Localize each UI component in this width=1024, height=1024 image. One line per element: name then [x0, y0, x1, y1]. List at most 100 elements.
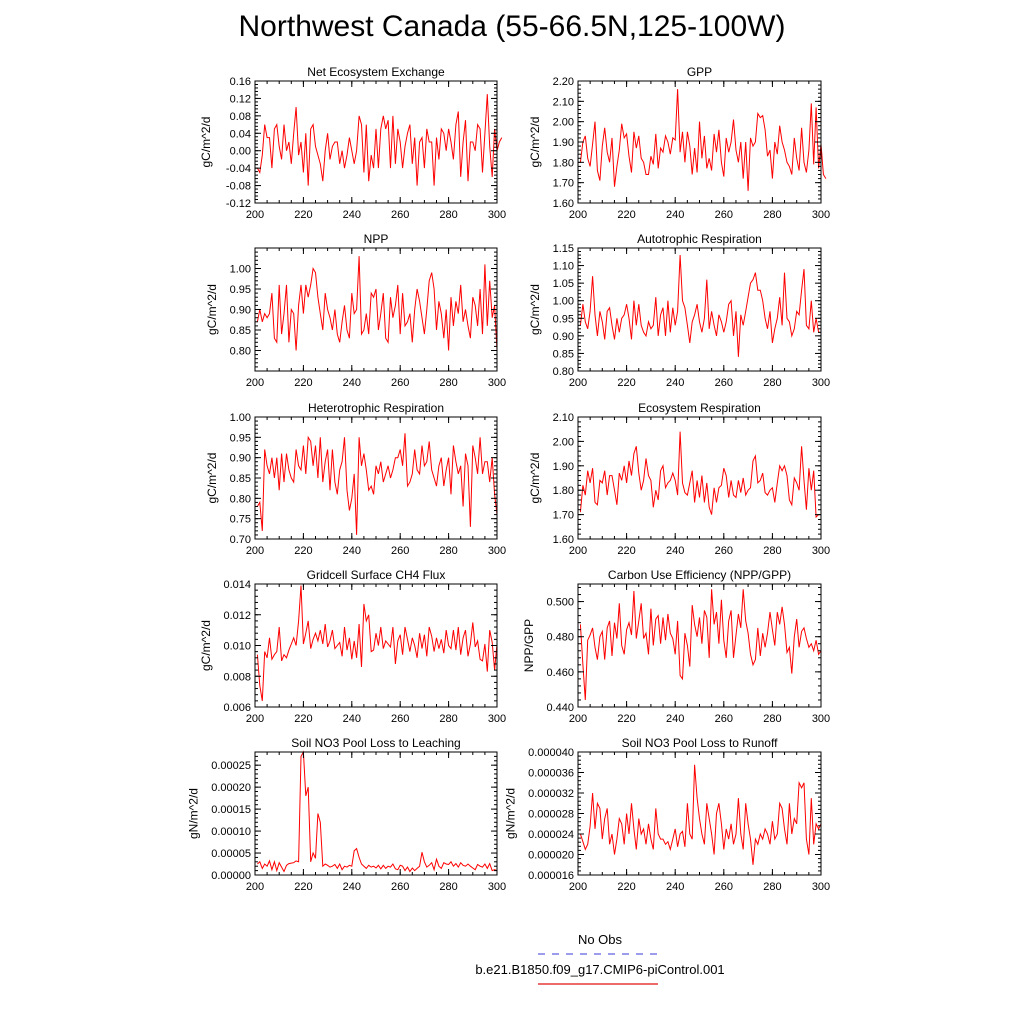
y-tick-label: 0.440: [546, 702, 574, 714]
panel-title: GPP: [687, 65, 712, 79]
x-tick-label: 220: [294, 713, 312, 725]
x-tick-label: 280: [763, 209, 781, 221]
y-tick-label: 0.006: [223, 702, 251, 714]
y-tick-label: 0.80: [230, 346, 251, 358]
chart-panel-7: Gridcell Surface CH4 Flux 200 220 240 260 280…: [199, 568, 506, 725]
chart-panel-1: Net Ecosystem Exchange 200 220 240 260 280 300…: [199, 65, 506, 221]
x-tick-label: 280: [763, 881, 781, 893]
x-tick-label: 260: [391, 545, 409, 557]
y-tick-label: 2.00: [553, 436, 574, 448]
y-tick-label: 0.95: [553, 313, 574, 325]
x-tick-label: 280: [439, 713, 457, 725]
plot-frame: [254, 751, 498, 876]
y-tick-label: 2.10: [553, 412, 574, 424]
x-tick-label: 300: [812, 713, 830, 725]
y-tick-label: 1.00: [553, 296, 574, 308]
y-tick-label: -0.04: [226, 163, 251, 175]
chart-panel-3: NPP 200 220 240 260 280 300 0.80 0.85 0.90 0.95 1.0…: [205, 232, 506, 389]
x-tick-label: 240: [343, 209, 361, 221]
y-tick-label: 0.480: [546, 632, 574, 644]
x-tick-label: 240: [343, 377, 361, 389]
legend: No Obs: [440, 932, 760, 962]
panel-title: Ecosystem Respiration: [638, 401, 761, 415]
y-tick-label: 0.90: [230, 453, 251, 465]
y-tick-label: 0.00005: [211, 848, 251, 860]
x-tick-label: 280: [439, 545, 457, 557]
y-tick-label: 2.20: [553, 76, 574, 88]
legend-obs-label: No Obs: [577, 932, 623, 947]
y-axis-label: gC/m^2/d: [528, 453, 542, 504]
panel-title: Net Ecosystem Exchange: [307, 65, 445, 79]
y-tick-label: 0.16: [230, 76, 251, 88]
y-tick-label: 0.95: [230, 284, 251, 296]
series-line: [256, 585, 498, 701]
x-tick-label: 300: [812, 377, 830, 389]
y-tick-label: 1.80: [553, 157, 574, 169]
y-tick-label: 0.000020: [528, 850, 574, 862]
series-line: [256, 433, 498, 535]
x-tick-label: 240: [343, 713, 361, 725]
legend-model-label: b.e21.B1850.f09_g17.CMIP6-piControl.001: [475, 962, 725, 977]
y-axis-label: gC/m^2/d: [528, 117, 542, 168]
x-tick-label: 260: [715, 377, 733, 389]
x-tick-label: 300: [488, 713, 506, 725]
x-tick-label: 260: [715, 713, 733, 725]
chart-panel-8: Carbon Use Efficiency (NPP/GPP) 200 220 240…: [522, 568, 830, 725]
x-tick-label: 300: [488, 545, 506, 557]
y-tick-label: 0.00025: [211, 760, 251, 772]
chart-panel-4: Autotrophic Respiration 200 220 240 260 280 30…: [528, 232, 830, 389]
y-tick-label: 1.00: [230, 412, 251, 424]
y-tick-label: 0.90: [230, 305, 251, 317]
series-line: [257, 750, 498, 873]
x-tick-label: 300: [488, 209, 506, 221]
x-tick-label: 280: [439, 881, 457, 893]
x-tick-label: 200: [246, 209, 264, 221]
x-tick-label: 300: [488, 377, 506, 389]
plot-frame: [254, 583, 498, 708]
y-tick-label: 1.05: [553, 278, 574, 290]
y-tick-label: 0.00: [230, 146, 251, 158]
panel-title: NPP: [364, 232, 389, 246]
y-tick-label: 1.00: [230, 264, 251, 276]
legend-model-line: [538, 983, 658, 985]
y-axis-label: gN/m^2/d: [187, 788, 201, 839]
x-tick-label: 200: [246, 713, 264, 725]
x-tick-label: 240: [666, 713, 684, 725]
panel-title: Soil NO3 Pool Loss to Runoff: [622, 736, 779, 750]
plot-frame: [577, 247, 822, 372]
panel-title: Gridcell Surface CH4 Flux: [307, 568, 446, 582]
x-tick-label: 200: [569, 545, 587, 557]
x-tick-label: 240: [666, 377, 684, 389]
y-axis-label: gC/m^2/d: [199, 117, 213, 168]
y-tick-label: 1.60: [553, 534, 574, 546]
x-tick-label: 240: [666, 545, 684, 557]
x-tick-label: 200: [569, 881, 587, 893]
y-tick-label: 2.00: [553, 117, 574, 129]
x-tick-label: 200: [246, 881, 264, 893]
y-tick-label: 0.90: [553, 331, 574, 343]
x-tick-label: 200: [569, 713, 587, 725]
y-tick-label: 0.85: [230, 325, 251, 337]
legend-obs-line: [538, 953, 658, 955]
figure-title: Northwest Canada (55-66.5N,125-100W): [238, 10, 786, 43]
x-tick-label: 200: [569, 209, 587, 221]
y-tick-label: 0.000024: [528, 829, 574, 841]
y-axis-label: gC/m^2/d: [199, 620, 213, 671]
panel-title: Heterotrophic Respiration: [308, 401, 444, 415]
y-tick-label: 0.000036: [528, 768, 574, 780]
chart-panel-5: Heterotrophic Respiration 200 220 240 260 280…: [205, 401, 506, 557]
x-tick-label: 240: [343, 545, 361, 557]
panel-title: Carbon Use Efficiency (NPP/GPP): [608, 568, 791, 582]
y-tick-label: 1.60: [553, 198, 574, 210]
x-tick-label: 240: [666, 881, 684, 893]
y-tick-label: 1.90: [553, 137, 574, 149]
y-tick-label: 1.70: [553, 178, 574, 190]
x-tick-label: 280: [763, 377, 781, 389]
x-tick-label: 200: [246, 545, 264, 557]
x-tick-label: 220: [617, 881, 635, 893]
chart-panel-6: Ecosystem Respiration 200 220 240 260 280 300 1…: [528, 401, 830, 557]
panel-title: Autotrophic Respiration: [637, 232, 762, 246]
series-line: [579, 589, 822, 701]
x-tick-label: 260: [715, 881, 733, 893]
x-tick-label: 220: [294, 881, 312, 893]
